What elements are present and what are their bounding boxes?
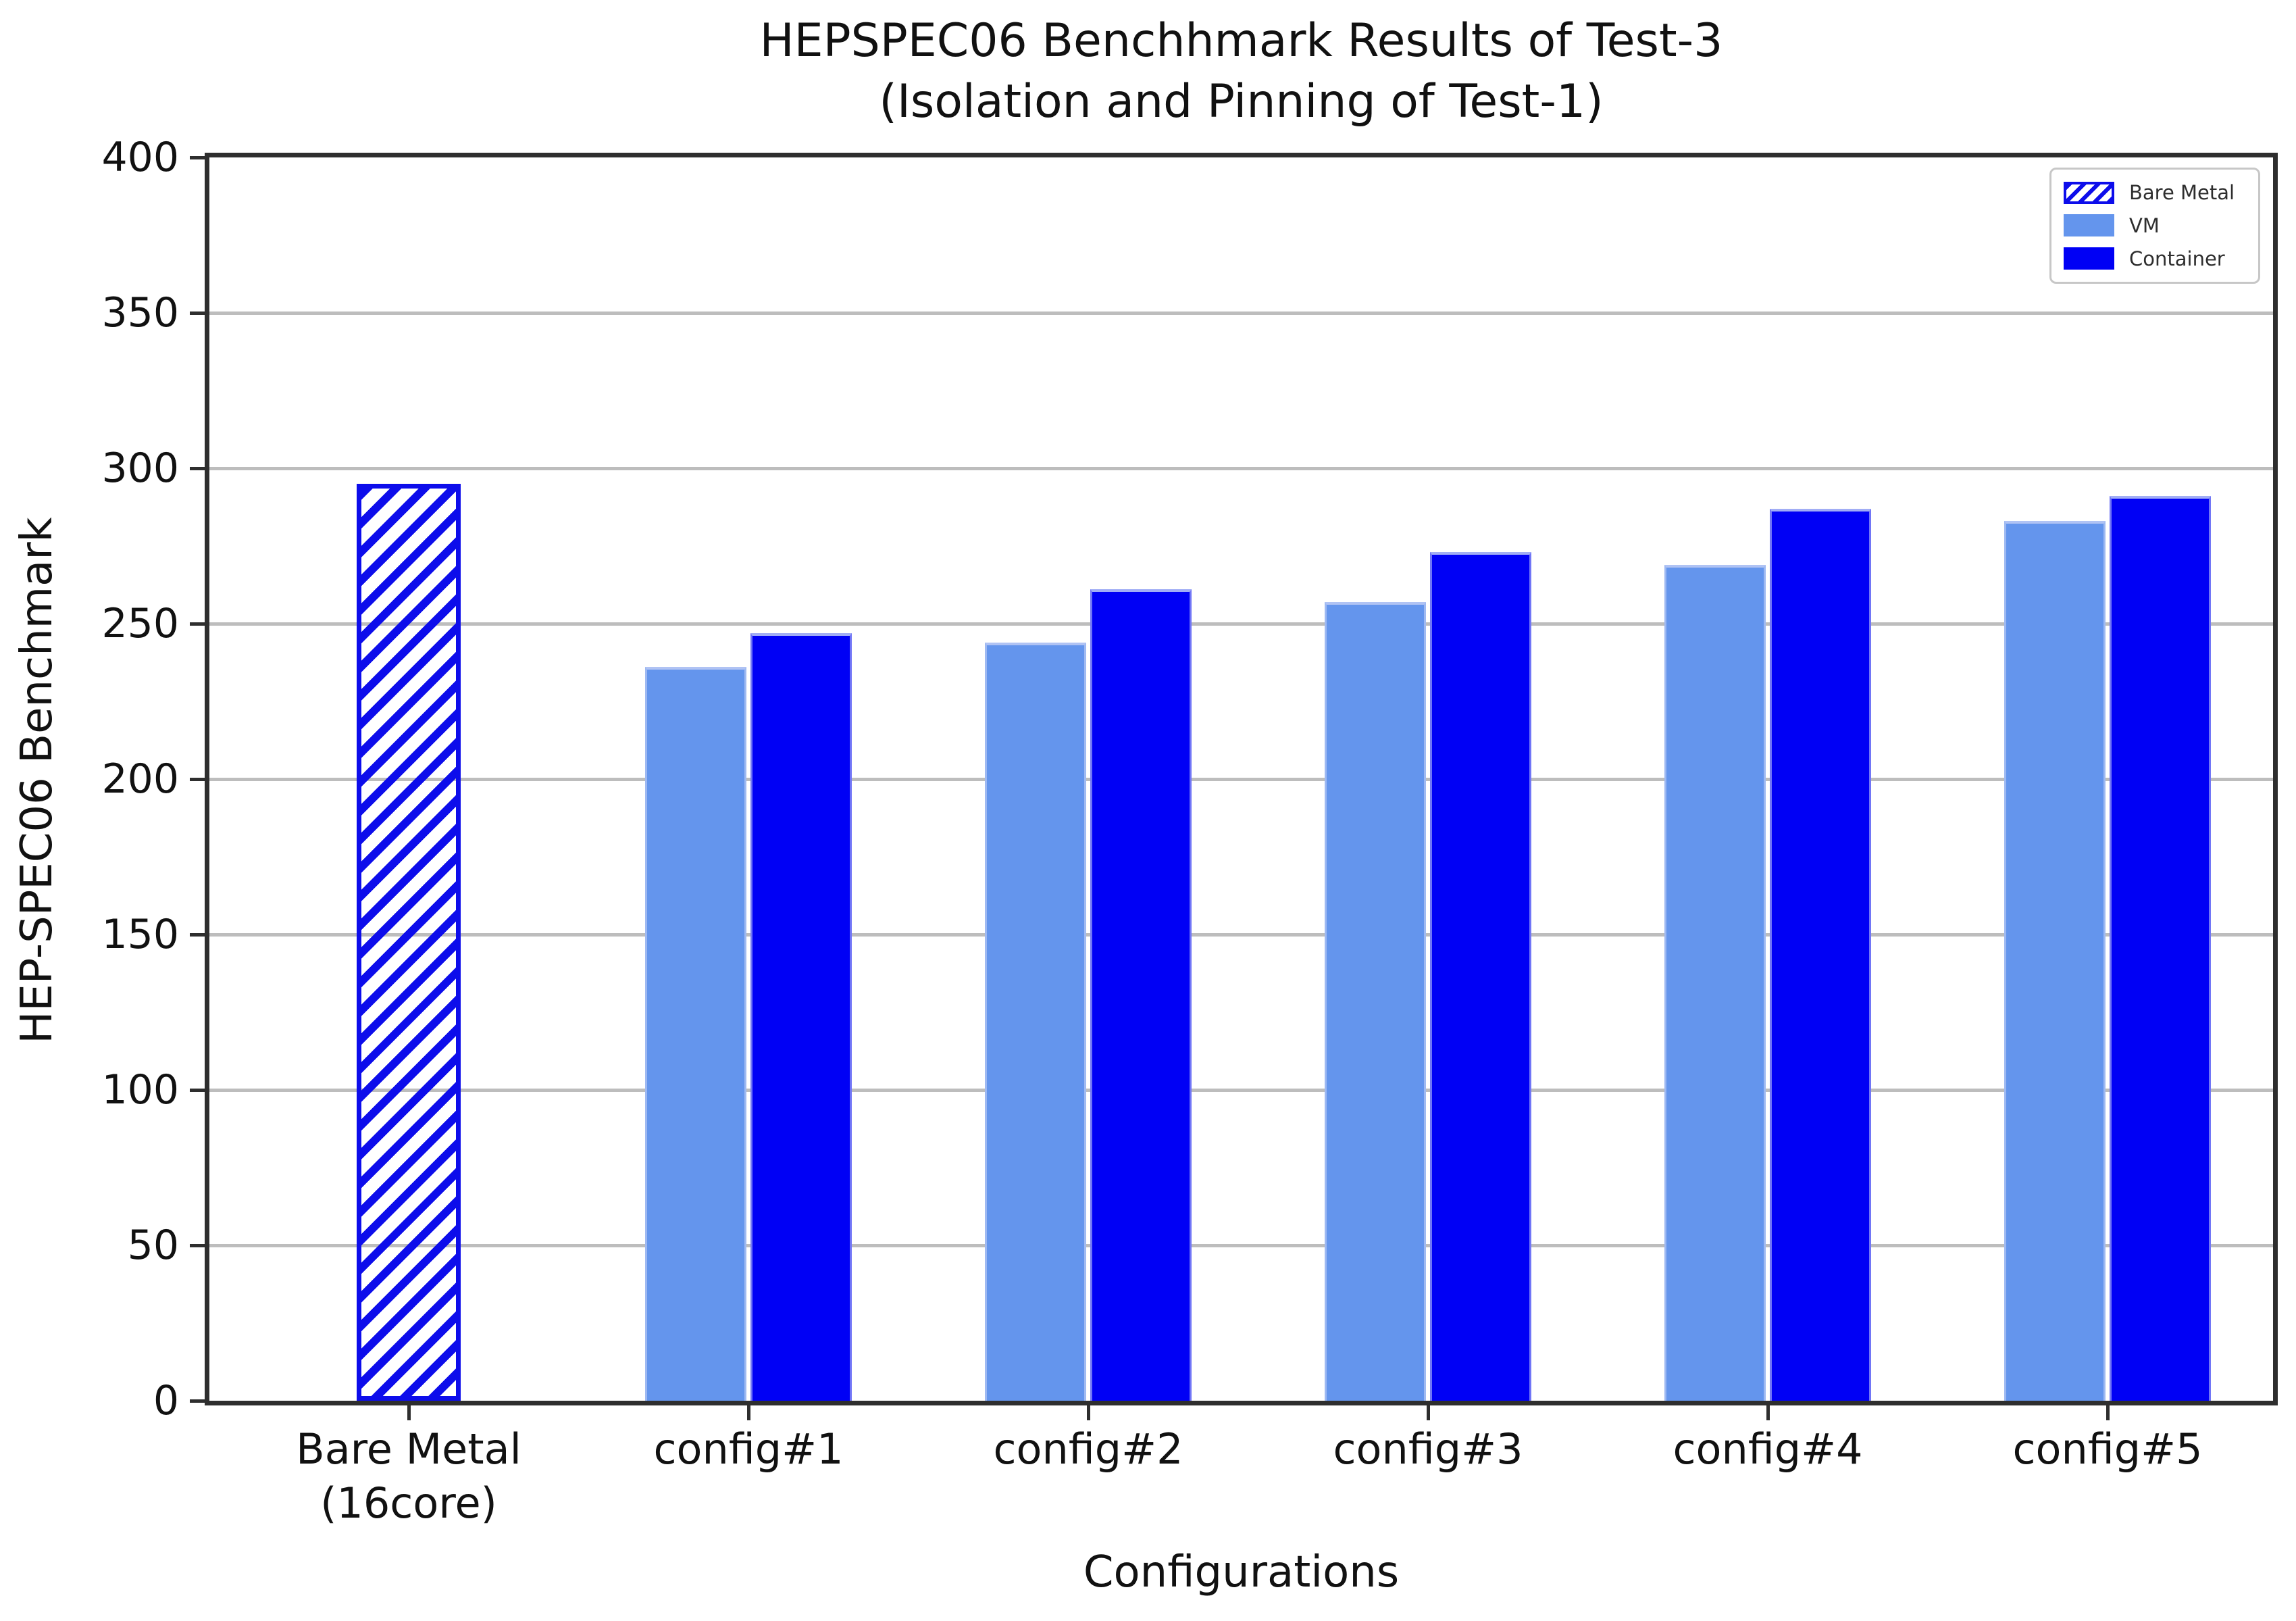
x-tick-label: Bare Metal (16core) [296, 1424, 521, 1528]
bar-bare-metal [357, 484, 461, 1401]
y-tick-label: 150 [101, 911, 179, 958]
y-tick-label: 250 [101, 600, 179, 647]
x-tick-label: config#2 [993, 1424, 1183, 1474]
x-tick-label: config#5 [2012, 1424, 2203, 1474]
y-tick-label: 400 [101, 134, 179, 181]
x-tick [1087, 1405, 1090, 1420]
y-tick [190, 1244, 205, 1247]
gridline [209, 1244, 2273, 1247]
x-tick [2106, 1405, 2110, 1420]
y-tick [190, 156, 205, 159]
bar-container [1090, 589, 1192, 1401]
x-tick [407, 1405, 411, 1420]
y-tick-label: 350 [101, 289, 179, 336]
bar-container [750, 632, 852, 1401]
gridline [209, 311, 2273, 315]
legend-label: Container [2129, 247, 2225, 270]
legend-swatch-vm-icon [2064, 214, 2114, 237]
legend-row: Container [2064, 247, 2246, 270]
bar-vm [645, 667, 746, 1401]
y-tick-label: 50 [127, 1222, 179, 1269]
y-tick [190, 1399, 205, 1403]
y-tick [190, 933, 205, 937]
x-tick-label: config#3 [1333, 1424, 1523, 1474]
bar-container [2110, 496, 2211, 1401]
bar-vm [1664, 564, 1766, 1401]
y-tick-label: 100 [101, 1066, 179, 1114]
y-tick [190, 467, 205, 470]
x-tick-label: config#1 [653, 1424, 844, 1474]
gridline [209, 1089, 2273, 1092]
legend-row: Bare Metal [2064, 181, 2246, 204]
legend: Bare Metal VM Container [2049, 168, 2260, 284]
x-tick [1427, 1405, 1430, 1420]
y-tick [190, 311, 205, 315]
bar-container [1770, 508, 1871, 1401]
gridline [209, 467, 2273, 470]
y-tick [190, 622, 205, 626]
bar-container [1430, 552, 1531, 1401]
gridline [209, 622, 2273, 626]
legend-swatch-bare-metal-icon [2064, 181, 2114, 204]
y-tick-label: 200 [101, 755, 179, 803]
y-tick [190, 1089, 205, 1092]
bar-vm [985, 642, 1086, 1401]
legend-swatch-container-icon [2064, 247, 2114, 270]
x-tick [747, 1405, 750, 1420]
gridline [209, 933, 2273, 937]
legend-label: Bare Metal [2129, 181, 2235, 205]
plot-area [205, 153, 2278, 1405]
x-tick-label: config#4 [1673, 1424, 1863, 1474]
x-tick [1766, 1405, 1770, 1420]
bar-vm [2004, 521, 2106, 1401]
legend-label: VM [2129, 214, 2160, 237]
y-tick-label: 300 [101, 445, 179, 492]
gridline [209, 778, 2273, 781]
legend-row: VM [2064, 214, 2246, 237]
x-axis-label: Configurations [1083, 1547, 1400, 1597]
y-tick-label: 0 [153, 1377, 179, 1424]
y-tick [190, 778, 205, 781]
bar-vm [1325, 601, 1426, 1401]
chart-title: HEPSPEC06 Benchhmark Results of Test-3 (… [759, 14, 1723, 128]
